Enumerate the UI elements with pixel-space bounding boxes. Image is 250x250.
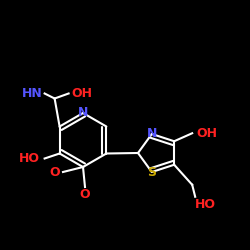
Text: OH: OH <box>197 127 218 140</box>
Text: HO: HO <box>19 152 40 165</box>
Text: HO: HO <box>195 198 216 211</box>
Text: OH: OH <box>71 87 92 100</box>
Text: O: O <box>80 188 90 202</box>
Text: N: N <box>78 106 88 120</box>
Text: N: N <box>147 128 157 140</box>
Text: HN: HN <box>22 87 43 100</box>
Text: S: S <box>147 166 156 178</box>
Text: O: O <box>50 166 60 178</box>
